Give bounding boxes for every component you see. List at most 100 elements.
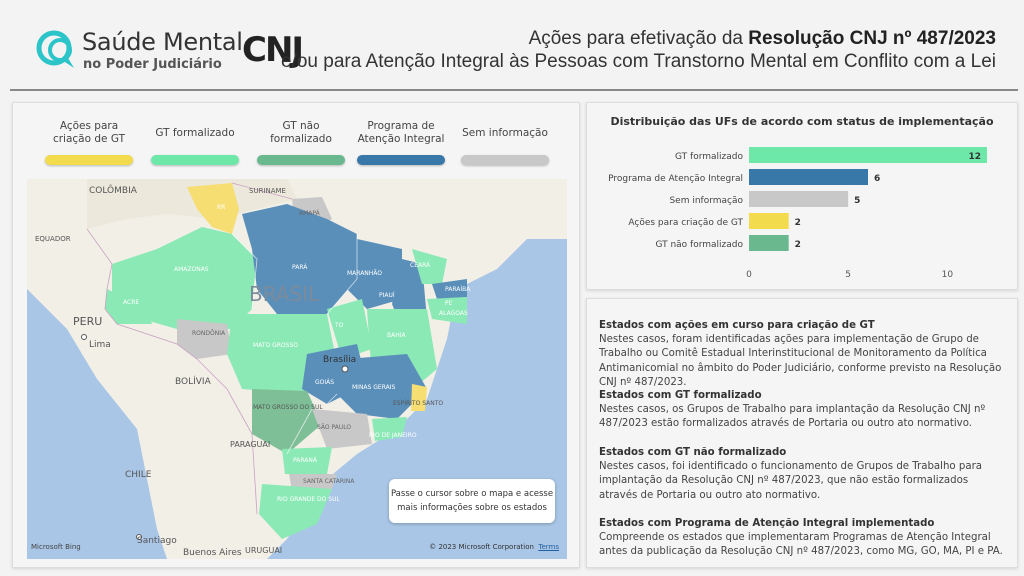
section-gt-nao-formalizado: Estados com GT não formalizado Nestes ca… [599,446,1009,503]
chart-title: Distribuição das UFs de acordo com statu… [610,115,994,128]
bar-chart[interactable]: GT formalizado 12 Programa de Atenção Inte… [587,133,1017,293]
map-label-mato-grosso: MATO GROSSO [253,342,298,349]
santiago-dot [136,534,142,540]
section-body: Nestes casos, foi identificado o funcion… [599,461,983,501]
map-label-rj: RIO DE JANEIRO [369,432,417,439]
map-label-brasil: BRASIL [249,282,320,306]
map-label-buenos-aires: Buenos Aires [183,548,242,558]
map-label-uruguai: URUGUAI [245,546,282,555]
bar-value-label: 6 [874,174,880,184]
section-title: Estados com GT não formalizado [599,447,787,458]
map-label-lima: Lima [89,340,111,350]
legend-swatch [151,155,239,165]
cnj-logo: CNJ [242,30,304,70]
microsoft-bing-logo: Microsoft Bing [31,543,81,551]
legend-gt-nao-formalizado[interactable]: GT não formalizado [255,119,347,165]
bar[interactable] [749,191,849,207]
bar-value-label: 2 [795,218,801,228]
bar[interactable] [749,213,789,229]
bar-category-label: GT formalizado [675,152,743,162]
bar-value-label: 12 [968,152,981,162]
header: Saúde Mental no Poder Judiciário CNJ Açõ… [0,0,1024,88]
map-hint-box: Passe o cursor sobre o mapa e acesse mai… [389,479,555,523]
bar[interactable] [749,169,868,185]
bar-category-label: Ações para criação de GT [628,218,743,228]
legend-swatch [45,155,133,165]
map-label-rs: RIO GRANDE DO SUL [277,496,341,503]
state-pe-al [427,297,467,324]
x-tick-label: 10 [942,270,954,280]
country-borders [86,182,293,515]
state-ms [252,389,322,454]
section-programa-atencao: Estados com Programa de Atenção Integral… [599,517,1009,560]
map-label-peru: PERU [73,315,102,328]
section-body: Compreende os estados que implementaram … [599,532,1003,558]
state-sp [312,409,372,449]
state-para [242,204,357,314]
logo-title: Saúde Mental [82,28,243,56]
map-label-amazonas: AMAZONAS [174,266,209,273]
legend-swatch [357,155,445,165]
state-parana [282,447,332,474]
brazil-map[interactable]: COLÔMBIA EQUADOR PERU Lima BOLÍVIA CHILE… [27,179,567,559]
section-body: Nestes casos, foram identificadas ações … [599,334,1002,388]
map-label-alagoas: ALAGOAS [439,310,468,317]
map-label-piaui: PIAUÍ [379,292,395,299]
x-tick-label: 0 [746,270,752,280]
page-title-line1: Ações para efetivação da Resolução CNJ n… [529,28,996,50]
map-label-goias: GOIÁS [315,379,334,386]
logo-subtitle: no Poder Judiciário [83,57,222,72]
section-gt-formalizado: Estados com GT formalizado Nestes casos,… [599,389,1009,432]
state-borders [231,233,358,455]
page-title-line2: e/ou para Atenção Integral às Pessoas co… [281,51,996,72]
state-rj [372,417,407,441]
section-title: Estados com ações em curso para criação … [599,320,875,331]
terms-link[interactable]: Terms [538,543,559,551]
bar[interactable] [749,235,789,251]
state-rr [187,183,239,234]
section-body: Nestes casos, os Grupos de Trabalho para… [599,404,986,430]
saude-mental-logo: Saúde Mental no Poder Judiciário [34,26,244,76]
map-label-paraiba: PARAÍBA [445,286,471,293]
state-minas [337,354,427,419]
map-label-bahia: BAHIA [387,332,407,339]
bar[interactable] [749,147,987,163]
map-label-chile: CHILE [125,470,152,480]
state-es [411,384,427,411]
map-panel: Ações para criação de GT GT formalizado … [12,102,580,568]
section-acoes-gt: Estados com ações em curso para criação … [599,319,1009,390]
state-paraiba [432,279,467,299]
legend-gt-formalizado[interactable]: GT formalizado [149,119,241,165]
section-title: Estados com GT formalizado [599,390,762,401]
map-label-rr: RR [217,204,225,211]
map-label-acre: ACRE [123,299,139,306]
map-label-maranhao: MARANHÃO [347,270,382,277]
section-title: Estados com Programa de Atenção Integral… [599,518,935,529]
map-label-sp: SÃO PAULO [317,424,351,431]
map-label-sc: SANTA CATARINA [303,478,355,485]
legend-swatch [257,155,345,165]
legend-sem-informacao[interactable]: Sem informação [459,119,551,165]
map-label-amapa: AMAPÁ [299,210,321,217]
bar-value-label: 5 [854,196,860,206]
lima-dot [81,334,87,340]
map-canvas[interactable]: COLÔMBIA EQUADOR PERU Lima BOLÍVIA CHILE… [27,179,567,559]
legend-acoes-gt[interactable]: Ações para criação de GT [43,119,135,165]
legend-programa-atencao[interactable]: Programa de Atenção Integral [355,119,447,165]
legend-swatch [461,155,549,165]
legend-label: Ações para criação de GT [52,120,126,145]
map-label-paraguai: PARAGUAI [230,440,270,449]
map-label-minas: MINAS GERAIS [352,384,395,391]
map-label-suriname: SURINAME [249,187,286,195]
map-label-parana: PARANÁ [293,457,318,464]
state-maranhao [347,239,402,309]
state-ceara [412,249,447,284]
map-label-colombia: COLÔMBIA [89,184,138,196]
chart-panel: Distribuição das UFs de acordo com statu… [586,102,1018,290]
legend-label: GT formalizado [155,126,235,139]
map-label-bolivia: BOLÍVIA [175,375,212,387]
state-rondonia [177,319,232,359]
map-label-rondonia: RONDÔNIA [192,330,226,337]
map-label-ceara: CEARÁ [410,262,431,269]
state-sc [289,474,337,491]
